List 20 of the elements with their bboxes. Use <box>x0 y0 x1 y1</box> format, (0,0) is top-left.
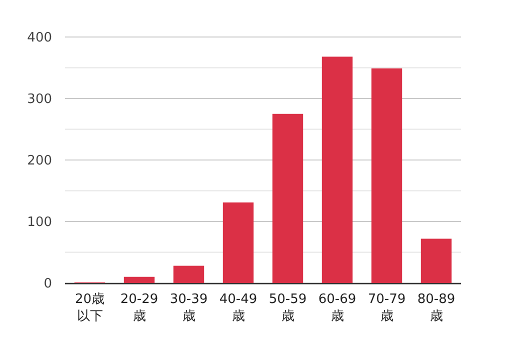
y-tick-label: 400 <box>27 30 52 46</box>
y-tick-label: 0 <box>44 276 52 292</box>
bar <box>272 114 304 283</box>
bar <box>124 276 155 283</box>
x-tick-label: 60-69歳 <box>317 291 358 325</box>
bar <box>420 238 452 283</box>
y-tick-label: 100 <box>27 215 52 230</box>
x-tick-label: 30-39歳 <box>168 291 209 325</box>
bar <box>222 202 254 283</box>
x-tick-label: 20歳以下 <box>74 291 106 325</box>
bar <box>322 56 353 283</box>
bar <box>173 266 204 283</box>
x-tick-label: 80-89歳 <box>416 291 456 325</box>
x-tick-label: 70-79歳 <box>366 291 407 325</box>
x-tick-label: 40-49歳 <box>218 291 258 325</box>
bar <box>371 68 402 283</box>
y-tick-label: 300 <box>27 92 52 107</box>
x-tick-label: 50-59歳 <box>268 291 308 325</box>
x-tick-label: 20-29歳 <box>119 291 160 325</box>
y-tick-label: 200 <box>27 154 52 168</box>
